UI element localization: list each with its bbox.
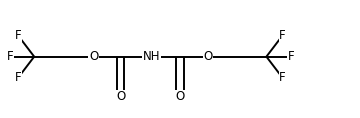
Text: F: F xyxy=(288,50,294,63)
Text: F: F xyxy=(15,29,21,42)
Text: O: O xyxy=(175,90,185,103)
Text: O: O xyxy=(203,50,213,63)
Text: F: F xyxy=(279,71,286,84)
Text: NH: NH xyxy=(143,50,160,63)
Text: F: F xyxy=(7,50,13,63)
Text: F: F xyxy=(279,29,286,42)
Text: O: O xyxy=(116,90,125,103)
Text: F: F xyxy=(15,71,21,84)
Text: O: O xyxy=(89,50,98,63)
